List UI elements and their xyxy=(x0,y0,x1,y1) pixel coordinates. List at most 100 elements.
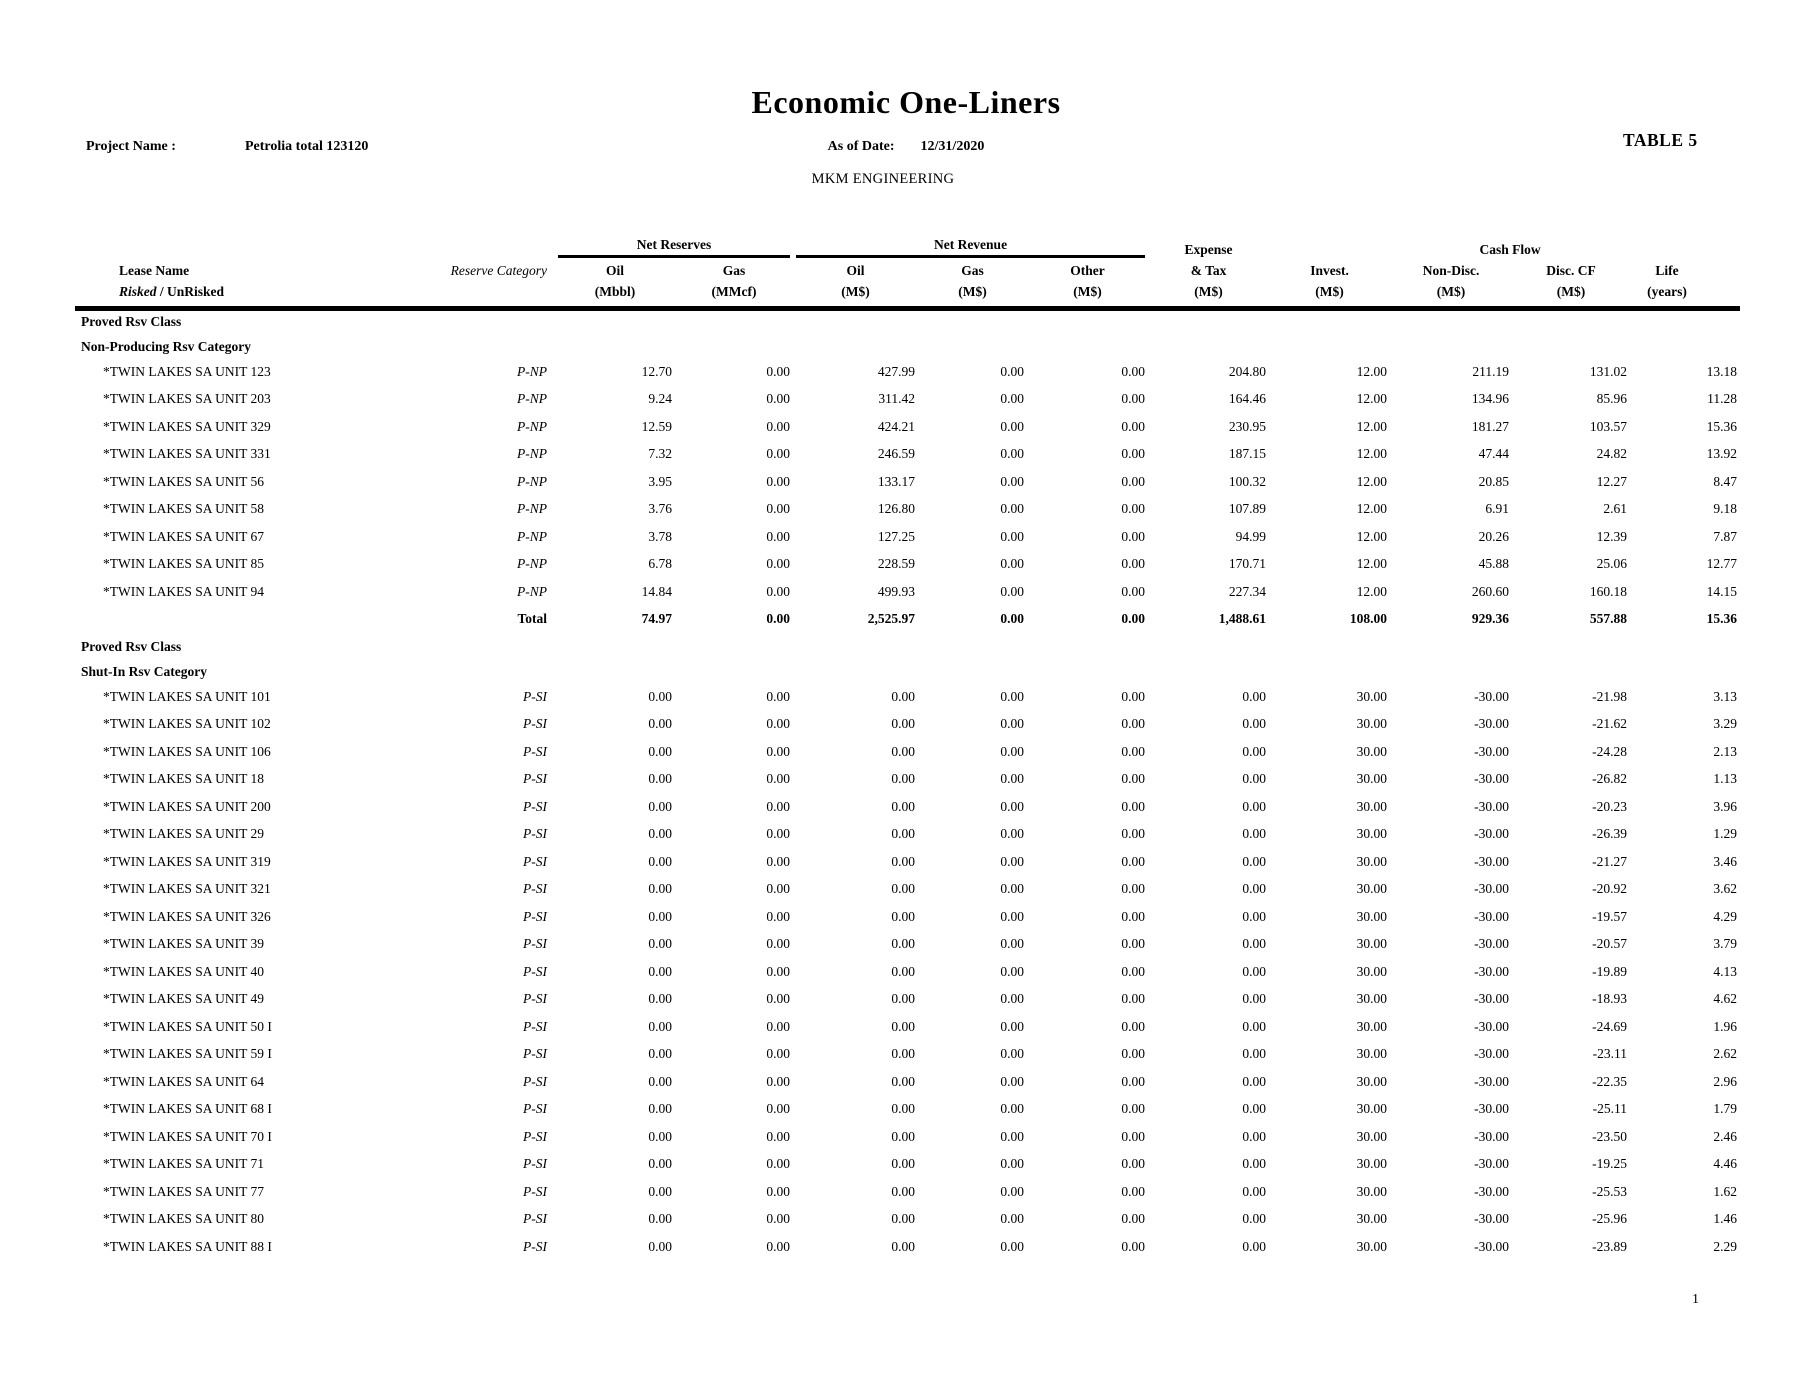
table-row: *TWIN LAKES SA UNIT 88 I P-SI 0.00 0.00 0.00… xyxy=(75,1233,1740,1261)
lease-name-cell: *TWIN LAKES SA UNIT 77 xyxy=(103,1183,264,1199)
value-cell: 2.46 xyxy=(1713,1128,1738,1144)
reserve-category-cell: P-SI xyxy=(523,881,547,897)
value-cell: -30.00 xyxy=(1474,743,1510,759)
table-row: *TWIN LAKES SA UNIT 331 P-NP 7.32 0.00 246.5… xyxy=(75,441,1740,469)
value-cell: 3.46 xyxy=(1713,853,1738,869)
lease-name-cell: *TWIN LAKES SA UNIT 203 xyxy=(103,391,271,407)
value-cell: -24.69 xyxy=(1592,1018,1628,1034)
reserve-category-cell: P-SI xyxy=(523,1238,547,1254)
value-cell: 14.84 xyxy=(641,583,672,599)
value-cell: -25.53 xyxy=(1592,1183,1628,1199)
value-cell: 1.96 xyxy=(1713,1018,1738,1034)
value-cell: 424.21 xyxy=(877,418,915,434)
value-cell: 0.00 xyxy=(1242,1018,1267,1034)
value-cell: 15.36 xyxy=(1706,611,1738,627)
reserve-category-cell: P-SI xyxy=(523,1156,547,1172)
value-cell: 0.00 xyxy=(648,1211,672,1227)
value-cell: 0.00 xyxy=(648,1046,672,1062)
value-cell: -30.00 xyxy=(1474,798,1510,814)
value-cell: 0.00 xyxy=(1242,1101,1267,1117)
economics-table: Net Reserves Net Revenue Expense Cash Fl… xyxy=(75,235,1741,1261)
value-cell: 0.00 xyxy=(1121,501,1146,517)
value-cell: 0.00 xyxy=(1242,743,1267,759)
value-cell: 0.00 xyxy=(1242,991,1267,1007)
value-cell: 260.60 xyxy=(1471,583,1510,599)
value-cell: 30.00 xyxy=(1356,1128,1388,1144)
reserve-category-cell: P-SI xyxy=(523,1183,547,1199)
value-cell: 12.00 xyxy=(1356,418,1388,434)
value-cell: 0.00 xyxy=(648,716,672,732)
value-cell: 0.00 xyxy=(1000,556,1024,572)
value-cell: 4.62 xyxy=(1713,991,1738,1007)
value-cell: 0.00 xyxy=(1000,473,1024,489)
value-cell: 3.62 xyxy=(1713,881,1738,897)
value-cell: 12.70 xyxy=(641,363,672,379)
value-cell: 2.29 xyxy=(1713,1238,1738,1254)
value-cell: 0.00 xyxy=(1121,446,1146,462)
value-cell: 4.13 xyxy=(1713,963,1738,979)
value-cell: -22.35 xyxy=(1592,1073,1628,1089)
value-cell: 0.00 xyxy=(648,908,672,924)
value-cell: 0.00 xyxy=(766,1073,790,1089)
value-cell: 0.00 xyxy=(1121,688,1146,704)
value-cell: 0.00 xyxy=(891,908,915,924)
value-cell: 3.13 xyxy=(1713,688,1738,704)
value-cell: 557.88 xyxy=(1589,611,1628,627)
value-cell: 12.39 xyxy=(1596,528,1628,544)
value-cell: 0.00 xyxy=(1242,908,1267,924)
value-cell: 1.13 xyxy=(1713,771,1738,787)
value-cell: 0.00 xyxy=(766,1156,790,1172)
value-cell: -23.89 xyxy=(1592,1238,1628,1254)
value-cell: 25.06 xyxy=(1596,556,1628,572)
value-cell: 0.00 xyxy=(891,1101,915,1117)
reserve-category-cell: P-SI xyxy=(523,908,547,924)
value-cell: 0.00 xyxy=(891,798,915,814)
value-cell: 12.00 xyxy=(1356,446,1388,462)
value-cell: 0.00 xyxy=(1242,853,1267,869)
value-cell: 30.00 xyxy=(1356,1073,1388,1089)
value-cell: 3.95 xyxy=(648,473,672,489)
lease-name-cell: *TWIN LAKES SA UNIT 64 xyxy=(103,1073,264,1089)
col-disccf-unit: (M$) xyxy=(1512,281,1631,311)
value-cell: 230.95 xyxy=(1228,418,1267,434)
value-cell: 108.00 xyxy=(1349,611,1388,627)
value-cell: -19.25 xyxy=(1592,1156,1628,1172)
value-cell: 12.00 xyxy=(1356,556,1388,572)
value-cell: 30.00 xyxy=(1356,771,1388,787)
reserve-category-cell: P-SI xyxy=(523,688,547,704)
table-row: *TWIN LAKES SA UNIT 102 P-SI 0.00 0.00 0.00 0… xyxy=(75,711,1740,739)
table-row: *TWIN LAKES SA UNIT 56 P-NP 3.95 0.00 133.17… xyxy=(75,468,1740,496)
value-cell: 0.00 xyxy=(766,363,790,379)
value-cell: 0.00 xyxy=(1121,1018,1146,1034)
value-cell: 24.82 xyxy=(1596,446,1628,462)
value-cell: 30.00 xyxy=(1356,826,1388,842)
value-cell: 3.29 xyxy=(1713,716,1738,732)
value-cell: -24.28 xyxy=(1592,743,1628,759)
col-gas-reserves-unit: (MMcf) xyxy=(675,281,793,311)
lease-name-cell: *TWIN LAKES SA UNIT 70 I xyxy=(103,1128,272,1144)
lease-name-cell: *TWIN LAKES SA UNIT 106 xyxy=(103,743,271,759)
value-cell: -30.00 xyxy=(1474,936,1510,952)
value-cell: 0.00 xyxy=(1000,1238,1024,1254)
value-cell: 0.00 xyxy=(766,716,790,732)
value-cell: 0.00 xyxy=(1242,1128,1267,1144)
group-net-revenue: Net Revenue xyxy=(793,235,1148,260)
lease-name-cell: *TWIN LAKES SA UNIT 88 I xyxy=(103,1238,272,1254)
company-name: MKM ENGINEERING xyxy=(811,171,955,187)
value-cell: -19.57 xyxy=(1592,908,1628,924)
value-cell: 30.00 xyxy=(1356,908,1388,924)
value-cell: 0.00 xyxy=(1000,1156,1024,1172)
col-gas-revenue-unit: (M$) xyxy=(918,281,1027,311)
table-row: *TWIN LAKES SA UNIT 58 P-NP 3.76 0.00 126.80… xyxy=(75,496,1740,524)
value-cell: 0.00 xyxy=(1242,826,1267,842)
section-category-header: Non-Producing Rsv Category xyxy=(75,333,1740,358)
value-cell: 6.91 xyxy=(1485,501,1510,517)
value-cell: 0.00 xyxy=(766,1238,790,1254)
value-cell: 3.79 xyxy=(1713,936,1738,952)
value-cell: 211.19 xyxy=(1472,363,1510,379)
section-class-header-label: Proved Rsv Class xyxy=(81,314,182,329)
group-cash-flow: Cash Flow xyxy=(1479,242,1541,257)
table-row: *TWIN LAKES SA UNIT 203 P-NP 9.24 0.00 311.4… xyxy=(75,386,1740,414)
value-cell: 0.00 xyxy=(648,1101,672,1117)
value-cell: 0.00 xyxy=(1242,1073,1267,1089)
